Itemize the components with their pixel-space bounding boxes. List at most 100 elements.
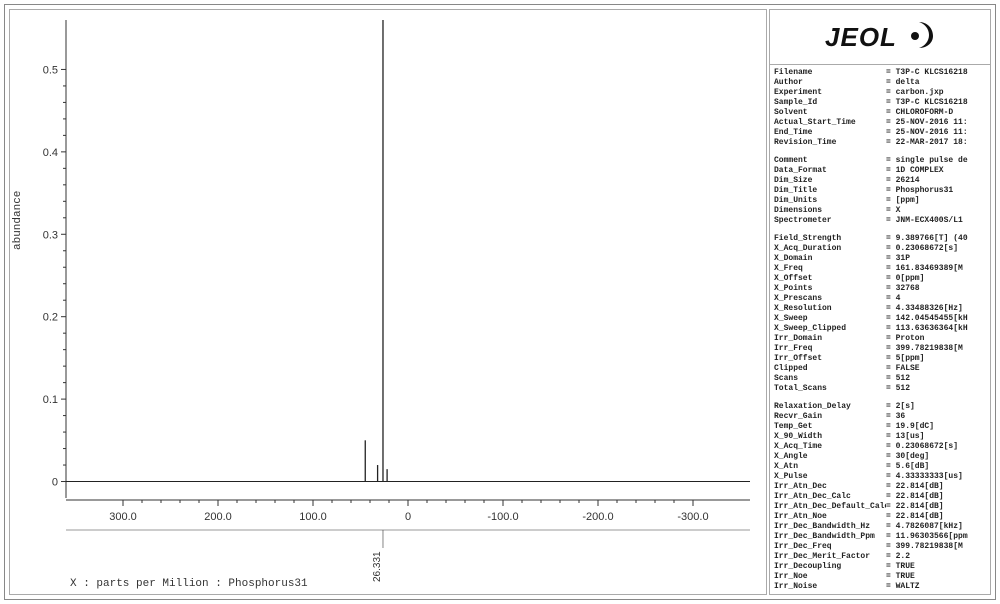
meta-value: = 22.814[dB] bbox=[886, 482, 990, 492]
meta-key: Irr_Atn_Noe bbox=[774, 512, 886, 522]
meta-row: Field_Strength= 9.389766[T] (40 bbox=[774, 234, 990, 244]
meta-value: = 11.96303566[ppm bbox=[886, 532, 990, 542]
meta-value: = 19.9[dC] bbox=[886, 422, 990, 432]
meta-row: Comment= single pulse de bbox=[774, 156, 990, 166]
meta-row: Sample_Id= T3P-C KLCS16218 bbox=[774, 98, 990, 108]
x-axis-label: X : parts per Million : Phosphorus31 bbox=[70, 578, 308, 590]
meta-value: = CHLOROFORM-D bbox=[886, 108, 990, 118]
svg-text:100.0: 100.0 bbox=[299, 511, 327, 523]
meta-key: Total_Scans bbox=[774, 384, 886, 394]
svg-text:0.2: 0.2 bbox=[43, 312, 58, 324]
meta-value: = X bbox=[886, 206, 990, 216]
meta-row: Solvent= CHLOROFORM-D bbox=[774, 108, 990, 118]
meta-row: Actual_Start_Time= 25-NOV-2016 11: bbox=[774, 118, 990, 128]
svg-text:-300.0: -300.0 bbox=[677, 511, 708, 523]
meta-key: X_Sweep bbox=[774, 314, 886, 324]
meta-value: = 2.2 bbox=[886, 552, 990, 562]
meta-value: = Phosphorus31 bbox=[886, 186, 990, 196]
meta-row: Irr_Offset= 5[ppm] bbox=[774, 354, 990, 364]
meta-key: Actual_Start_Time bbox=[774, 118, 886, 128]
meta-value: = 31P bbox=[886, 254, 990, 264]
svg-text:0.3: 0.3 bbox=[43, 229, 58, 241]
meta-key: X_Pulse bbox=[774, 472, 886, 482]
main-frame: 00.10.20.30.40.5300.0200.0100.00-100.0-2… bbox=[4, 4, 996, 600]
meta-value: = 22.814[dB] bbox=[886, 492, 990, 502]
spectrum-plot-panel: 00.10.20.30.40.5300.0200.0100.00-100.0-2… bbox=[9, 9, 767, 595]
meta-row: Revision_Time= 22-MAR-2017 18: bbox=[774, 138, 990, 148]
meta-row: X_Pulse= 4.33333333[us] bbox=[774, 472, 990, 482]
meta-key: X_Prescans bbox=[774, 294, 886, 304]
meta-value: = 4.33333333[us] bbox=[886, 472, 990, 482]
meta-value: = 512 bbox=[886, 384, 990, 394]
meta-value: = 22.814[dB] bbox=[886, 512, 990, 522]
meta-key: Irr_Atn_Dec_Calc bbox=[774, 492, 886, 502]
logo-swirl-icon bbox=[903, 20, 935, 55]
meta-key: Sample_Id bbox=[774, 98, 886, 108]
meta-row: Author= delta bbox=[774, 78, 990, 88]
meta-row: X_Prescans= 4 bbox=[774, 294, 990, 304]
meta-key: X_Freq bbox=[774, 264, 886, 274]
meta-value: = FALSE bbox=[886, 364, 990, 374]
meta-value: = WALTZ bbox=[886, 582, 990, 592]
meta-key: Relaxation_Delay bbox=[774, 402, 886, 412]
meta-row: Experiment= carbon.jxp bbox=[774, 88, 990, 98]
meta-value: = 399.78219838[M bbox=[886, 542, 990, 552]
meta-value: = T3P-C KLCS16218 bbox=[886, 98, 990, 108]
meta-value: = delta bbox=[886, 78, 990, 88]
meta-value: = 5.6[dB] bbox=[886, 462, 990, 472]
meta-key: End_Time bbox=[774, 128, 886, 138]
meta-row: X_Freq= 161.83469389[M bbox=[774, 264, 990, 274]
meta-key: Irr_Offset bbox=[774, 354, 886, 364]
meta-row: End_Time= 25-NOV-2016 11: bbox=[774, 128, 990, 138]
meta-value: = 1D COMPLEX bbox=[886, 166, 990, 176]
meta-key: Irr_Atn_Dec_Default_Calc bbox=[774, 502, 886, 512]
meta-row: Spectrometer= JNM-ECX400S/L1 bbox=[774, 216, 990, 226]
meta-row: X_90_Width= 13[us] bbox=[774, 432, 990, 442]
meta-value: = JNM-ECX400S/L1 bbox=[886, 216, 990, 226]
meta-row: X_Offset= 0[ppm] bbox=[774, 274, 990, 284]
meta-key: Irr_Noe bbox=[774, 572, 886, 582]
meta-value: = 399.78219838[M bbox=[886, 344, 990, 354]
meta-key: Solvent bbox=[774, 108, 886, 118]
meta-key: Irr_Decoupling bbox=[774, 562, 886, 572]
svg-text:200.0: 200.0 bbox=[204, 511, 232, 523]
meta-value: = 0.23068672[s] bbox=[886, 244, 990, 254]
svg-text:-200.0: -200.0 bbox=[582, 511, 613, 523]
y-axis-label: abundance bbox=[12, 191, 24, 250]
meta-value: = 0.23068672[s] bbox=[886, 442, 990, 452]
meta-key: Irr_Noise bbox=[774, 582, 886, 592]
meta-row: Irr_Dec_Bandwidth_Ppm= 11.96303566[ppm bbox=[774, 532, 990, 542]
svg-text:300.0: 300.0 bbox=[109, 511, 137, 523]
meta-row: Relaxation_Delay= 2[s] bbox=[774, 402, 990, 412]
meta-row: X_Acq_Time= 0.23068672[s] bbox=[774, 442, 990, 452]
svg-text:0: 0 bbox=[52, 477, 58, 489]
meta-key: Irr_Dec_Bandwidth_Hz bbox=[774, 522, 886, 532]
svg-text:-100.0: -100.0 bbox=[487, 511, 518, 523]
meta-key: X_Acq_Time bbox=[774, 442, 886, 452]
meta-row: Dimensions= X bbox=[774, 206, 990, 216]
svg-text:0.4: 0.4 bbox=[43, 147, 58, 159]
meta-row: Filename= T3P-C KLCS16218 bbox=[774, 68, 990, 78]
meta-row: Irr_Atn_Dec_Default_Calc= 22.814[dB] bbox=[774, 502, 990, 512]
meta-value: = 22-MAR-2017 18: bbox=[886, 138, 990, 148]
meta-key: X_Domain bbox=[774, 254, 886, 264]
meta-key: X_Sweep_Clipped bbox=[774, 324, 886, 334]
svg-text:0: 0 bbox=[405, 511, 411, 523]
meta-key: Revision_Time bbox=[774, 138, 886, 148]
meta-row: Irr_Freq= 399.78219838[M bbox=[774, 344, 990, 354]
meta-value: = 512 bbox=[886, 374, 990, 384]
meta-value: = 5[ppm] bbox=[886, 354, 990, 364]
meta-value: = 0[ppm] bbox=[886, 274, 990, 284]
meta-value: = 25-NOV-2016 11: bbox=[886, 118, 990, 128]
meta-value: = TRUE bbox=[886, 572, 990, 582]
meta-value: = 26214 bbox=[886, 176, 990, 186]
meta-row: Irr_Noise= WALTZ bbox=[774, 582, 990, 592]
meta-row: X_Sweep= 142.04545455[kH bbox=[774, 314, 990, 324]
meta-value: = 22.814[dB] bbox=[886, 502, 990, 512]
meta-row: Irr_Atn_Dec_Calc= 22.814[dB] bbox=[774, 492, 990, 502]
meta-row: X_Sweep_Clipped= 113.63636364[kH bbox=[774, 324, 990, 334]
meta-value: = 4 bbox=[886, 294, 990, 304]
meta-value: = carbon.jxp bbox=[886, 88, 990, 98]
meta-value: = 36 bbox=[886, 412, 990, 422]
meta-key: Experiment bbox=[774, 88, 886, 98]
